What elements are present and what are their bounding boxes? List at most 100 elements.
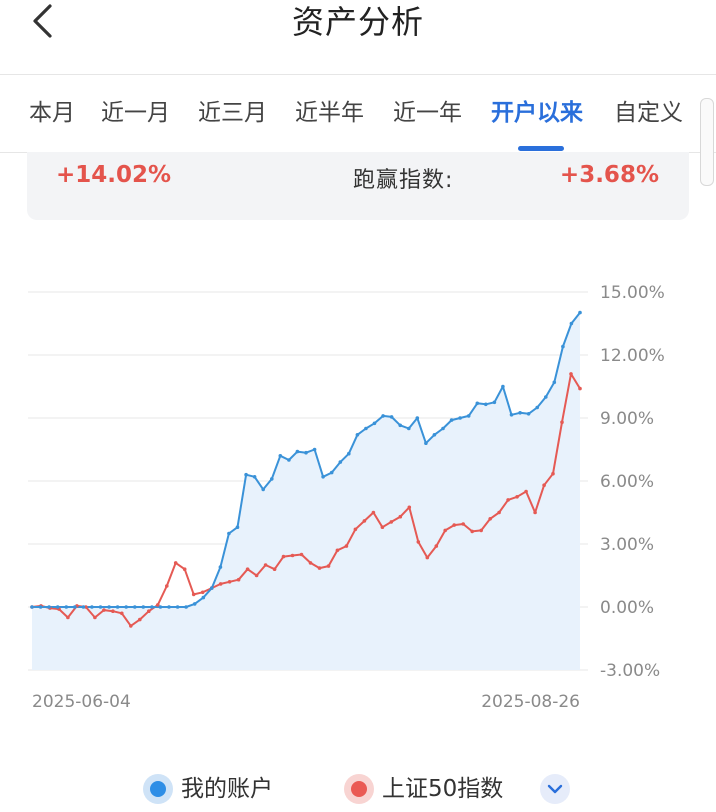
account-data-point xyxy=(475,401,480,406)
account-data-point xyxy=(355,433,360,437)
account-data-point xyxy=(449,418,454,422)
legend-dot-index xyxy=(344,774,374,804)
period-tabs: 本月 近一月 近三月 近半年 近一年 开户以来 自定义 xyxy=(0,76,716,153)
account-data-point xyxy=(364,426,368,431)
account-data-point xyxy=(124,605,128,609)
asset-chart[interactable]: 15.00% 12.00% 9.00% 6.00% 3.00% 0.00% -3.00% 2… xyxy=(0,270,716,720)
index-data-point xyxy=(434,544,439,548)
index-data-point xyxy=(461,522,466,526)
account-data-point xyxy=(484,402,488,407)
account-data-point xyxy=(252,475,257,479)
account-data-point xyxy=(295,449,300,454)
index-data-point xyxy=(371,510,376,515)
index-data-point xyxy=(138,617,142,622)
legend-dot-account xyxy=(143,774,173,804)
account-data-point xyxy=(210,586,214,590)
account-data-point xyxy=(115,605,120,609)
index-data-point xyxy=(281,554,286,559)
account-data-point xyxy=(270,477,274,481)
scrollbar[interactable] xyxy=(700,98,714,186)
account-data-point xyxy=(561,344,565,349)
line-chart: 15.00% 12.00% 9.00% 6.00% 3.00% 0.00% -3.00% 2… xyxy=(28,283,665,712)
index-data-point xyxy=(290,553,295,558)
account-data-point xyxy=(578,310,582,315)
account-data-point xyxy=(458,416,462,420)
account-data-point xyxy=(47,605,51,609)
account-data-point xyxy=(381,414,385,418)
index-series-line xyxy=(31,372,581,627)
account-data-point xyxy=(372,421,377,426)
index-data-point xyxy=(254,573,259,578)
index-data-point xyxy=(182,567,187,571)
account-data-point xyxy=(509,413,514,417)
index-data-point xyxy=(66,615,70,620)
index-data-point xyxy=(542,483,546,487)
account-data-point xyxy=(201,595,206,600)
account-data-point xyxy=(278,454,283,458)
index-data-point xyxy=(488,517,493,521)
account-data-point xyxy=(389,415,394,419)
tab-last-month[interactable]: 近一月 xyxy=(101,100,170,126)
index-data-point xyxy=(533,510,537,515)
y-tick-label: -3.00% xyxy=(600,661,660,681)
account-data-point xyxy=(407,426,411,431)
account-series-markers xyxy=(30,310,582,609)
active-tab-indicator xyxy=(518,146,564,151)
x-tick-start: 2025-06-04 xyxy=(32,692,131,712)
tab-since-opening[interactable]: 开户以来 xyxy=(491,100,583,126)
x-tick-end: 2025-08-26 xyxy=(481,692,580,712)
index-data-point xyxy=(173,561,178,565)
account-data-point xyxy=(518,411,522,415)
account-data-point xyxy=(329,470,334,475)
index-data-point xyxy=(236,577,241,582)
account-data-point xyxy=(312,447,317,452)
y-tick-label: 15.00% xyxy=(600,283,665,303)
index-data-point xyxy=(165,584,169,588)
index-data-point xyxy=(407,505,412,510)
index-data-point xyxy=(515,495,519,499)
index-data-point xyxy=(578,386,582,391)
index-data-point xyxy=(272,567,277,571)
index-data-point xyxy=(308,561,313,565)
index-data-point xyxy=(245,567,250,571)
index-data-point xyxy=(102,608,106,612)
legend-label-index: 上证50指数 xyxy=(382,776,504,802)
account-data-point xyxy=(192,602,197,606)
account-data-point xyxy=(492,400,497,405)
account-data-point xyxy=(526,412,531,416)
tab-last-half-year[interactable]: 近半年 xyxy=(295,100,364,126)
index-data-point xyxy=(218,582,223,586)
account-data-point xyxy=(321,475,325,479)
chart-legend: 我的账户 上证50指数 xyxy=(0,770,716,810)
index-data-point xyxy=(299,552,304,557)
back-button[interactable] xyxy=(26,2,66,42)
y-tick-label: 0.00% xyxy=(600,598,654,618)
tab-last-three-months[interactable]: 近三月 xyxy=(198,100,267,126)
account-data-point xyxy=(184,605,188,609)
beat-index-value: +3.68% xyxy=(559,162,659,188)
index-data-point xyxy=(317,566,322,570)
index-data-point xyxy=(353,527,358,532)
account-data-point xyxy=(107,605,111,609)
account-data-point xyxy=(175,605,180,609)
index-data-point xyxy=(111,609,115,613)
account-data-point xyxy=(432,433,437,437)
index-data-point xyxy=(335,548,340,553)
account-data-point xyxy=(73,605,77,609)
account-data-point xyxy=(338,460,343,464)
index-data-point xyxy=(551,471,555,476)
index-data-point xyxy=(479,528,484,533)
y-tick-label: 3.00% xyxy=(600,535,654,555)
tab-this-month[interactable]: 本月 xyxy=(29,100,75,126)
index-data-point xyxy=(425,555,430,560)
account-data-point xyxy=(90,605,94,609)
index-data-point xyxy=(227,580,232,584)
index-data-point xyxy=(147,609,151,613)
index-data-point xyxy=(416,540,421,544)
account-return-value: +14.02% xyxy=(56,162,172,188)
tab-last-year[interactable]: 近一年 xyxy=(393,100,462,126)
legend-expand-button[interactable] xyxy=(540,774,570,804)
tab-custom[interactable]: 自定义 xyxy=(614,100,683,126)
beat-index-label: 跑赢指数: xyxy=(353,168,454,193)
index-data-point xyxy=(470,529,475,534)
